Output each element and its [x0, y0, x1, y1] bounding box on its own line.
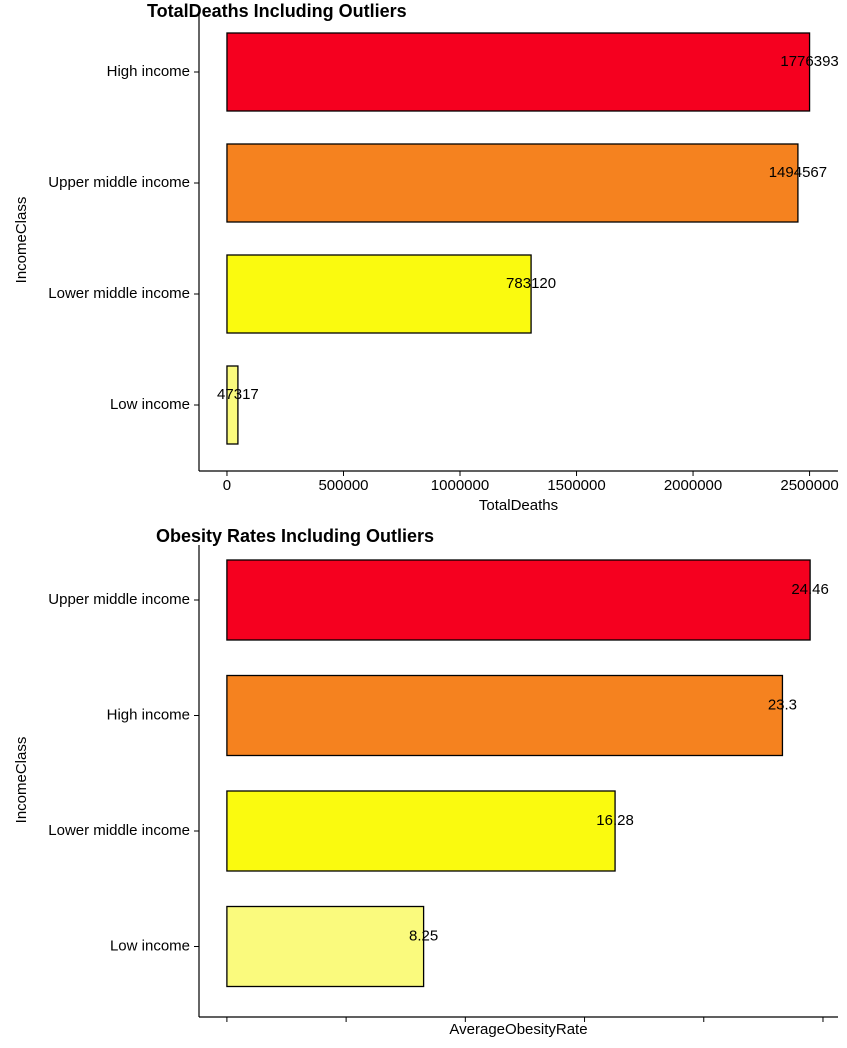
data-label: 23.3 [768, 696, 797, 713]
bar [226, 905, 425, 988]
bar [226, 143, 799, 223]
y-axis-title: IncomeClass [13, 737, 30, 824]
data-label: 783120 [506, 275, 556, 292]
x-tick-label: 1500000 [547, 477, 605, 494]
bar [226, 254, 532, 334]
chart-title: Obesity Rates Including Outliers [156, 526, 434, 546]
x-axis-title: AverageObesityRate [449, 1021, 587, 1038]
bar [226, 365, 239, 445]
y-tick-label: Lower middle income [48, 822, 190, 839]
bar [226, 674, 784, 757]
data-label: 1776393 [780, 53, 838, 70]
x-tick-label: 2000000 [664, 477, 722, 494]
x-tick-label: 1000000 [431, 477, 489, 494]
y-tick-label: Upper middle income [48, 591, 190, 608]
y-tick-label: Upper middle income [48, 174, 190, 191]
data-label: 47317 [217, 386, 259, 403]
y-tick-label: Low income [110, 937, 190, 954]
data-label: 1494567 [769, 164, 827, 181]
data-label: 16.28 [596, 812, 634, 829]
x-axis-title: TotalDeaths [479, 497, 558, 514]
y-tick-label: High income [107, 63, 190, 80]
y-tick-label: Lower middle income [48, 285, 190, 302]
chart-title: TotalDeaths Including Outliers [147, 1, 407, 21]
bar [226, 559, 811, 641]
x-tick-label: 500000 [318, 477, 368, 494]
x-tick-label: 0 [223, 477, 231, 494]
y-tick-label: High income [107, 706, 190, 723]
y-tick-label: Low income [110, 396, 190, 413]
bar [226, 32, 811, 112]
bar [226, 790, 616, 872]
data-label: 24.46 [791, 581, 829, 598]
x-tick-label: 2500000 [780, 477, 838, 494]
y-axis-title: IncomeClass [13, 197, 30, 284]
data-label: 8.25 [409, 927, 438, 944]
